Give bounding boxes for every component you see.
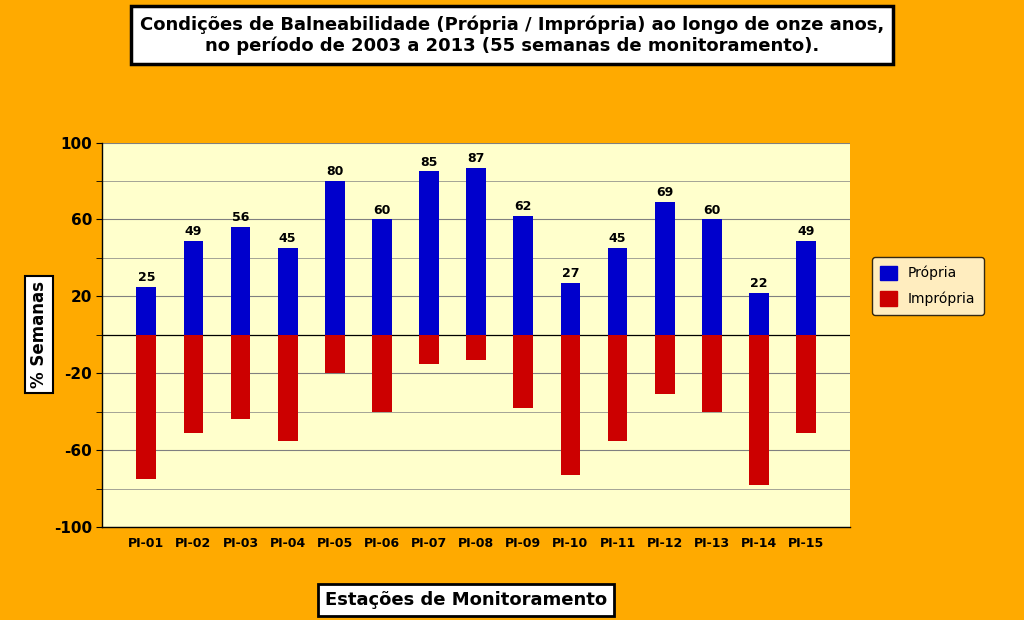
Text: Condições de Balneabilidade (Própria / Imprópria) ao longo de onze anos,
no perí: Condições de Balneabilidade (Própria / I… (140, 16, 884, 55)
Bar (701, 335, 722, 412)
Bar (466, 335, 486, 360)
Bar (654, 335, 675, 394)
Bar (654, 202, 675, 335)
Text: 56: 56 (231, 211, 249, 224)
Bar (278, 335, 298, 440)
Text: 45: 45 (279, 232, 296, 246)
Legend: Própria, Imprópria: Própria, Imprópria (871, 257, 984, 314)
Bar (796, 241, 816, 335)
Bar (419, 171, 439, 335)
Bar (701, 219, 722, 335)
Bar (325, 181, 345, 335)
Bar (513, 335, 534, 408)
Bar (183, 335, 204, 433)
Text: 27: 27 (561, 267, 580, 280)
Text: 69: 69 (656, 186, 674, 199)
Bar (278, 248, 298, 335)
Text: 85: 85 (420, 156, 437, 169)
Bar (325, 335, 345, 373)
Text: 80: 80 (326, 165, 343, 178)
Text: 25: 25 (137, 271, 155, 284)
Text: 49: 49 (798, 224, 815, 237)
Bar (419, 335, 439, 363)
Text: 87: 87 (468, 152, 484, 165)
Bar (372, 335, 392, 412)
Bar (607, 248, 628, 335)
Text: 62: 62 (515, 200, 532, 213)
Y-axis label: % Semanas: % Semanas (31, 281, 48, 388)
Text: 49: 49 (184, 224, 202, 237)
Bar (607, 335, 628, 440)
Bar (749, 293, 769, 335)
Bar (560, 335, 581, 475)
Text: 60: 60 (703, 203, 721, 216)
Text: 60: 60 (373, 203, 390, 216)
Bar (372, 219, 392, 335)
Bar (749, 335, 769, 485)
Bar (183, 241, 204, 335)
Bar (230, 335, 251, 419)
Bar (560, 283, 581, 335)
Bar (136, 286, 157, 335)
Bar (466, 167, 486, 335)
Text: 22: 22 (751, 277, 768, 290)
Bar (230, 227, 251, 335)
Bar (796, 335, 816, 433)
Text: Estações de Monitoramento: Estações de Monitoramento (325, 591, 607, 609)
Text: 45: 45 (609, 232, 627, 246)
Bar (513, 216, 534, 335)
Bar (136, 335, 157, 479)
